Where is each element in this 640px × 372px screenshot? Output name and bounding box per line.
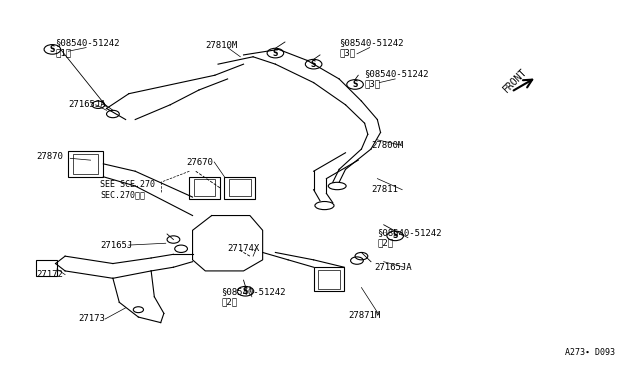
Text: S: S bbox=[392, 231, 398, 240]
Text: 27173: 27173 bbox=[78, 314, 105, 323]
Text: 27174X: 27174X bbox=[228, 244, 260, 253]
Text: A273∙ D093: A273∙ D093 bbox=[565, 348, 615, 357]
Text: 27870: 27870 bbox=[36, 152, 63, 161]
Text: 27172: 27172 bbox=[36, 270, 63, 279]
Text: S: S bbox=[353, 80, 358, 89]
Text: §08540-51242
（2）: §08540-51242 （2） bbox=[378, 228, 442, 247]
Text: S: S bbox=[273, 49, 278, 58]
Text: 27810M: 27810M bbox=[205, 41, 237, 50]
Text: §08540-51242
（3）: §08540-51242 （3） bbox=[365, 69, 429, 89]
Text: S: S bbox=[243, 287, 248, 296]
Text: §08540-51242
（1）: §08540-51242 （1） bbox=[56, 38, 120, 57]
Text: 27165JA: 27165JA bbox=[374, 263, 412, 272]
Text: 27165JA: 27165JA bbox=[68, 100, 106, 109]
Text: 27811: 27811 bbox=[371, 185, 398, 194]
Text: 27871M: 27871M bbox=[349, 311, 381, 320]
Text: FRONT: FRONT bbox=[502, 67, 529, 95]
Text: 27800M: 27800M bbox=[371, 141, 403, 150]
Text: §08540-51242
（2）: §08540-51242 （2） bbox=[221, 287, 285, 307]
Text: S: S bbox=[50, 45, 55, 54]
Text: 27165J: 27165J bbox=[100, 241, 132, 250]
Text: SEE SCE.270
SEC.270参照: SEE SCE.270 SEC.270参照 bbox=[100, 180, 155, 199]
Text: S: S bbox=[311, 60, 316, 69]
Text: §08540-51242
（3）: §08540-51242 （3） bbox=[339, 38, 404, 57]
Text: 27670: 27670 bbox=[186, 157, 213, 167]
